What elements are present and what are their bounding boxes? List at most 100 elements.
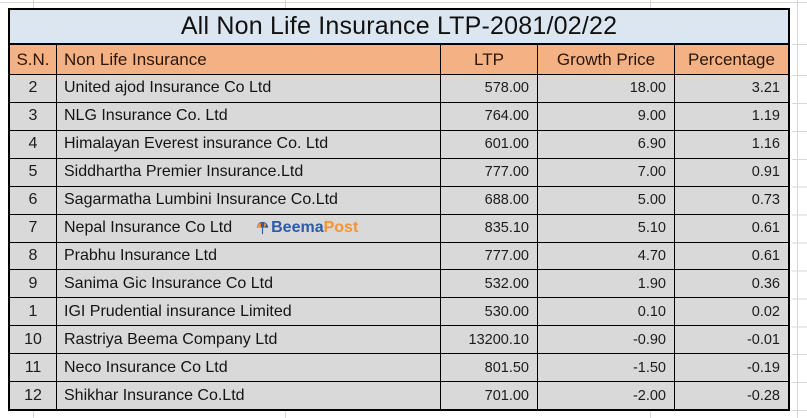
cell-ltp[interactable]: 701.00 xyxy=(441,382,538,410)
growth-price-value: -1.50 xyxy=(632,359,666,376)
cell-ltp[interactable]: 601.00 xyxy=(441,130,538,158)
column-header-ltp[interactable]: LTP xyxy=(441,45,538,74)
cell-company-name[interactable]: Prabhu Insurance Ltd xyxy=(57,242,441,270)
cell-serial-number[interactable]: 6 xyxy=(10,186,57,214)
column-header-company[interactable]: Non Life Insurance xyxy=(57,45,441,74)
cell-company-name[interactable]: Sagarmatha Lumbini Insurance Co.Ltd xyxy=(57,186,441,214)
cell-percentage[interactable]: 1.16 xyxy=(675,131,788,158)
cell-growth-price[interactable]: 0.10 xyxy=(538,298,675,326)
growth-price-value: 6.90 xyxy=(637,136,666,153)
cell-serial-number[interactable]: 7 xyxy=(10,214,57,242)
cell-company-name[interactable]: Rastriya Beema Company Ltd xyxy=(57,326,441,354)
table-row: 9 Sanima Gic Insurance Co Ltd 532.00 1.9… xyxy=(10,270,788,299)
growth-price-value: 5.00 xyxy=(637,192,666,209)
excel-gridline xyxy=(0,2,807,3)
cell-serial-number[interactable]: 10 xyxy=(10,326,57,354)
excel-gridline xyxy=(33,0,34,8)
beemapost-watermark: Beema Post xyxy=(256,219,358,237)
excel-gridline xyxy=(650,411,651,418)
cell-ltp[interactable]: 801.50 xyxy=(441,354,538,382)
cell-growth-price[interactable]: -0.90 xyxy=(538,326,675,354)
cell-serial-number[interactable]: 12 xyxy=(10,382,57,410)
serial-number-text: 1 xyxy=(28,302,38,320)
cell-percentage[interactable]: -0.01 xyxy=(675,326,788,353)
cell-company-name[interactable]: Himalayan Everest insurance Co. Ltd xyxy=(57,130,441,158)
column-header-growth-price[interactable]: Growth Price xyxy=(538,45,675,74)
company-name-text: Neco Insurance Co Ltd xyxy=(64,358,228,376)
column-header-percentage[interactable]: Percentage xyxy=(688,49,775,69)
cell-ltp[interactable]: 688.00 xyxy=(441,186,538,214)
cell-growth-price[interactable]: 5.10 xyxy=(538,214,675,242)
cell-percentage[interactable]: 0.91 xyxy=(675,159,788,186)
cell-serial-number[interactable]: 3 xyxy=(10,102,57,130)
table-title[interactable]: All Non Life Insurance LTP-2081/02/22 xyxy=(10,10,788,45)
cell-growth-price[interactable]: 9.00 xyxy=(538,102,675,130)
column-header-sn[interactable]: S.N. xyxy=(10,45,57,74)
cell-serial-number[interactable]: 4 xyxy=(10,130,57,158)
growth-price-value: 18.00 xyxy=(629,80,666,97)
table-row: 10 Rastriya Beema Company Ltd 13200.10 -… xyxy=(10,326,788,355)
cell-serial-number[interactable]: 5 xyxy=(10,158,57,186)
cell-ltp[interactable]: 578.00 xyxy=(441,75,538,102)
ltp-value: 578.00 xyxy=(484,80,529,97)
cell-percentage[interactable]: -0.28 xyxy=(675,382,788,409)
cell-ltp[interactable]: 530.00 xyxy=(441,298,538,326)
percentage-value: 0.02 xyxy=(751,303,780,320)
cell-ltp[interactable]: 764.00 xyxy=(441,102,538,130)
cell-percentage[interactable]: 0.36 xyxy=(675,270,788,297)
cell-serial-number[interactable]: 1 xyxy=(10,298,57,326)
cell-growth-price[interactable]: 1.90 xyxy=(538,270,675,298)
cell-percentage[interactable]: 1.19 xyxy=(675,103,788,130)
table-body: 2 United ajod Insurance Co Ltd 578.00 18… xyxy=(10,75,788,410)
cell-percentage[interactable]: 3.21 xyxy=(675,75,788,102)
growth-price-value: 5.10 xyxy=(637,220,666,237)
cell-growth-price[interactable]: 4.70 xyxy=(538,242,675,270)
cell-percentage[interactable]: -0.19 xyxy=(675,354,788,381)
cell-growth-price[interactable]: 7.00 xyxy=(538,158,675,186)
cell-serial-number[interactable]: 8 xyxy=(10,242,57,270)
cell-company-name[interactable]: Shikhar Insurance Co.Ltd xyxy=(57,382,441,410)
cell-growth-price[interactable]: -2.00 xyxy=(538,382,675,410)
cell-company-name[interactable]: Nepal Insurance Co Ltd Beema Post xyxy=(57,214,441,242)
cell-company-name[interactable]: United ajod Insurance Co Ltd xyxy=(57,75,441,102)
ltp-value: 688.00 xyxy=(484,192,529,209)
ltp-value: 530.00 xyxy=(484,303,529,320)
excel-gridline xyxy=(285,0,286,8)
serial-number-text: 9 xyxy=(28,274,38,292)
cell-ltp[interactable]: 777.00 xyxy=(441,242,538,270)
cell-company-name[interactable]: Neco Insurance Co Ltd xyxy=(57,354,441,382)
cell-percentage[interactable]: 0.61 xyxy=(675,243,788,270)
percentage-value: 0.36 xyxy=(751,275,780,292)
company-name-text: Sanima Gic Insurance Co Ltd xyxy=(64,274,273,292)
percentage-value: -0.19 xyxy=(746,359,780,376)
company-name-text: IGI Prudential insurance Limited xyxy=(64,302,292,320)
brand-beema-text: Beema xyxy=(271,219,324,237)
cell-percentage[interactable]: 0.02 xyxy=(675,298,788,325)
cell-growth-price[interactable]: 6.90 xyxy=(538,130,675,158)
cell-company-name[interactable]: NLG Insurance Co. Ltd xyxy=(57,102,441,130)
cell-company-name[interactable]: IGI Prudential insurance Limited xyxy=(57,298,441,326)
growth-price-value: 4.70 xyxy=(637,247,666,264)
company-name-text: Siddhartha Premier Insurance.Ltd xyxy=(64,163,304,181)
cell-company-name[interactable]: Sanima Gic Insurance Co Ltd xyxy=(57,270,441,298)
cell-serial-number[interactable]: 9 xyxy=(10,270,57,298)
cell-serial-number[interactable]: 11 xyxy=(10,354,57,382)
cell-percentage[interactable]: 0.61 xyxy=(675,215,788,242)
cell-company-name[interactable]: Siddhartha Premier Insurance.Ltd xyxy=(57,158,441,186)
table-header-row: S.N. Non Life Insurance LTP Growth Price… xyxy=(10,45,788,75)
excel-gridline xyxy=(285,411,286,418)
ltp-value: 777.00 xyxy=(484,164,529,181)
company-name-text: Shikhar Insurance Co.Ltd xyxy=(64,386,245,404)
company-name-text: Himalayan Everest insurance Co. Ltd xyxy=(64,135,329,153)
cell-ltp[interactable]: 13200.10 xyxy=(441,326,538,354)
cell-ltp[interactable]: 532.00 xyxy=(441,270,538,298)
cell-growth-price[interactable]: 18.00 xyxy=(538,75,675,102)
table-row: 4 Himalayan Everest insurance Co. Ltd 60… xyxy=(10,130,788,159)
table-row: 3 NLG Insurance Co. Ltd 764.00 9.00 1.19 xyxy=(10,102,788,131)
cell-serial-number[interactable]: 2 xyxy=(10,75,57,102)
cell-growth-price[interactable]: -1.50 xyxy=(538,354,675,382)
cell-ltp[interactable]: 777.00 xyxy=(441,158,538,186)
cell-percentage[interactable]: 0.73 xyxy=(675,187,788,214)
cell-ltp[interactable]: 835.10 xyxy=(441,214,538,242)
cell-growth-price[interactable]: 5.00 xyxy=(538,186,675,214)
